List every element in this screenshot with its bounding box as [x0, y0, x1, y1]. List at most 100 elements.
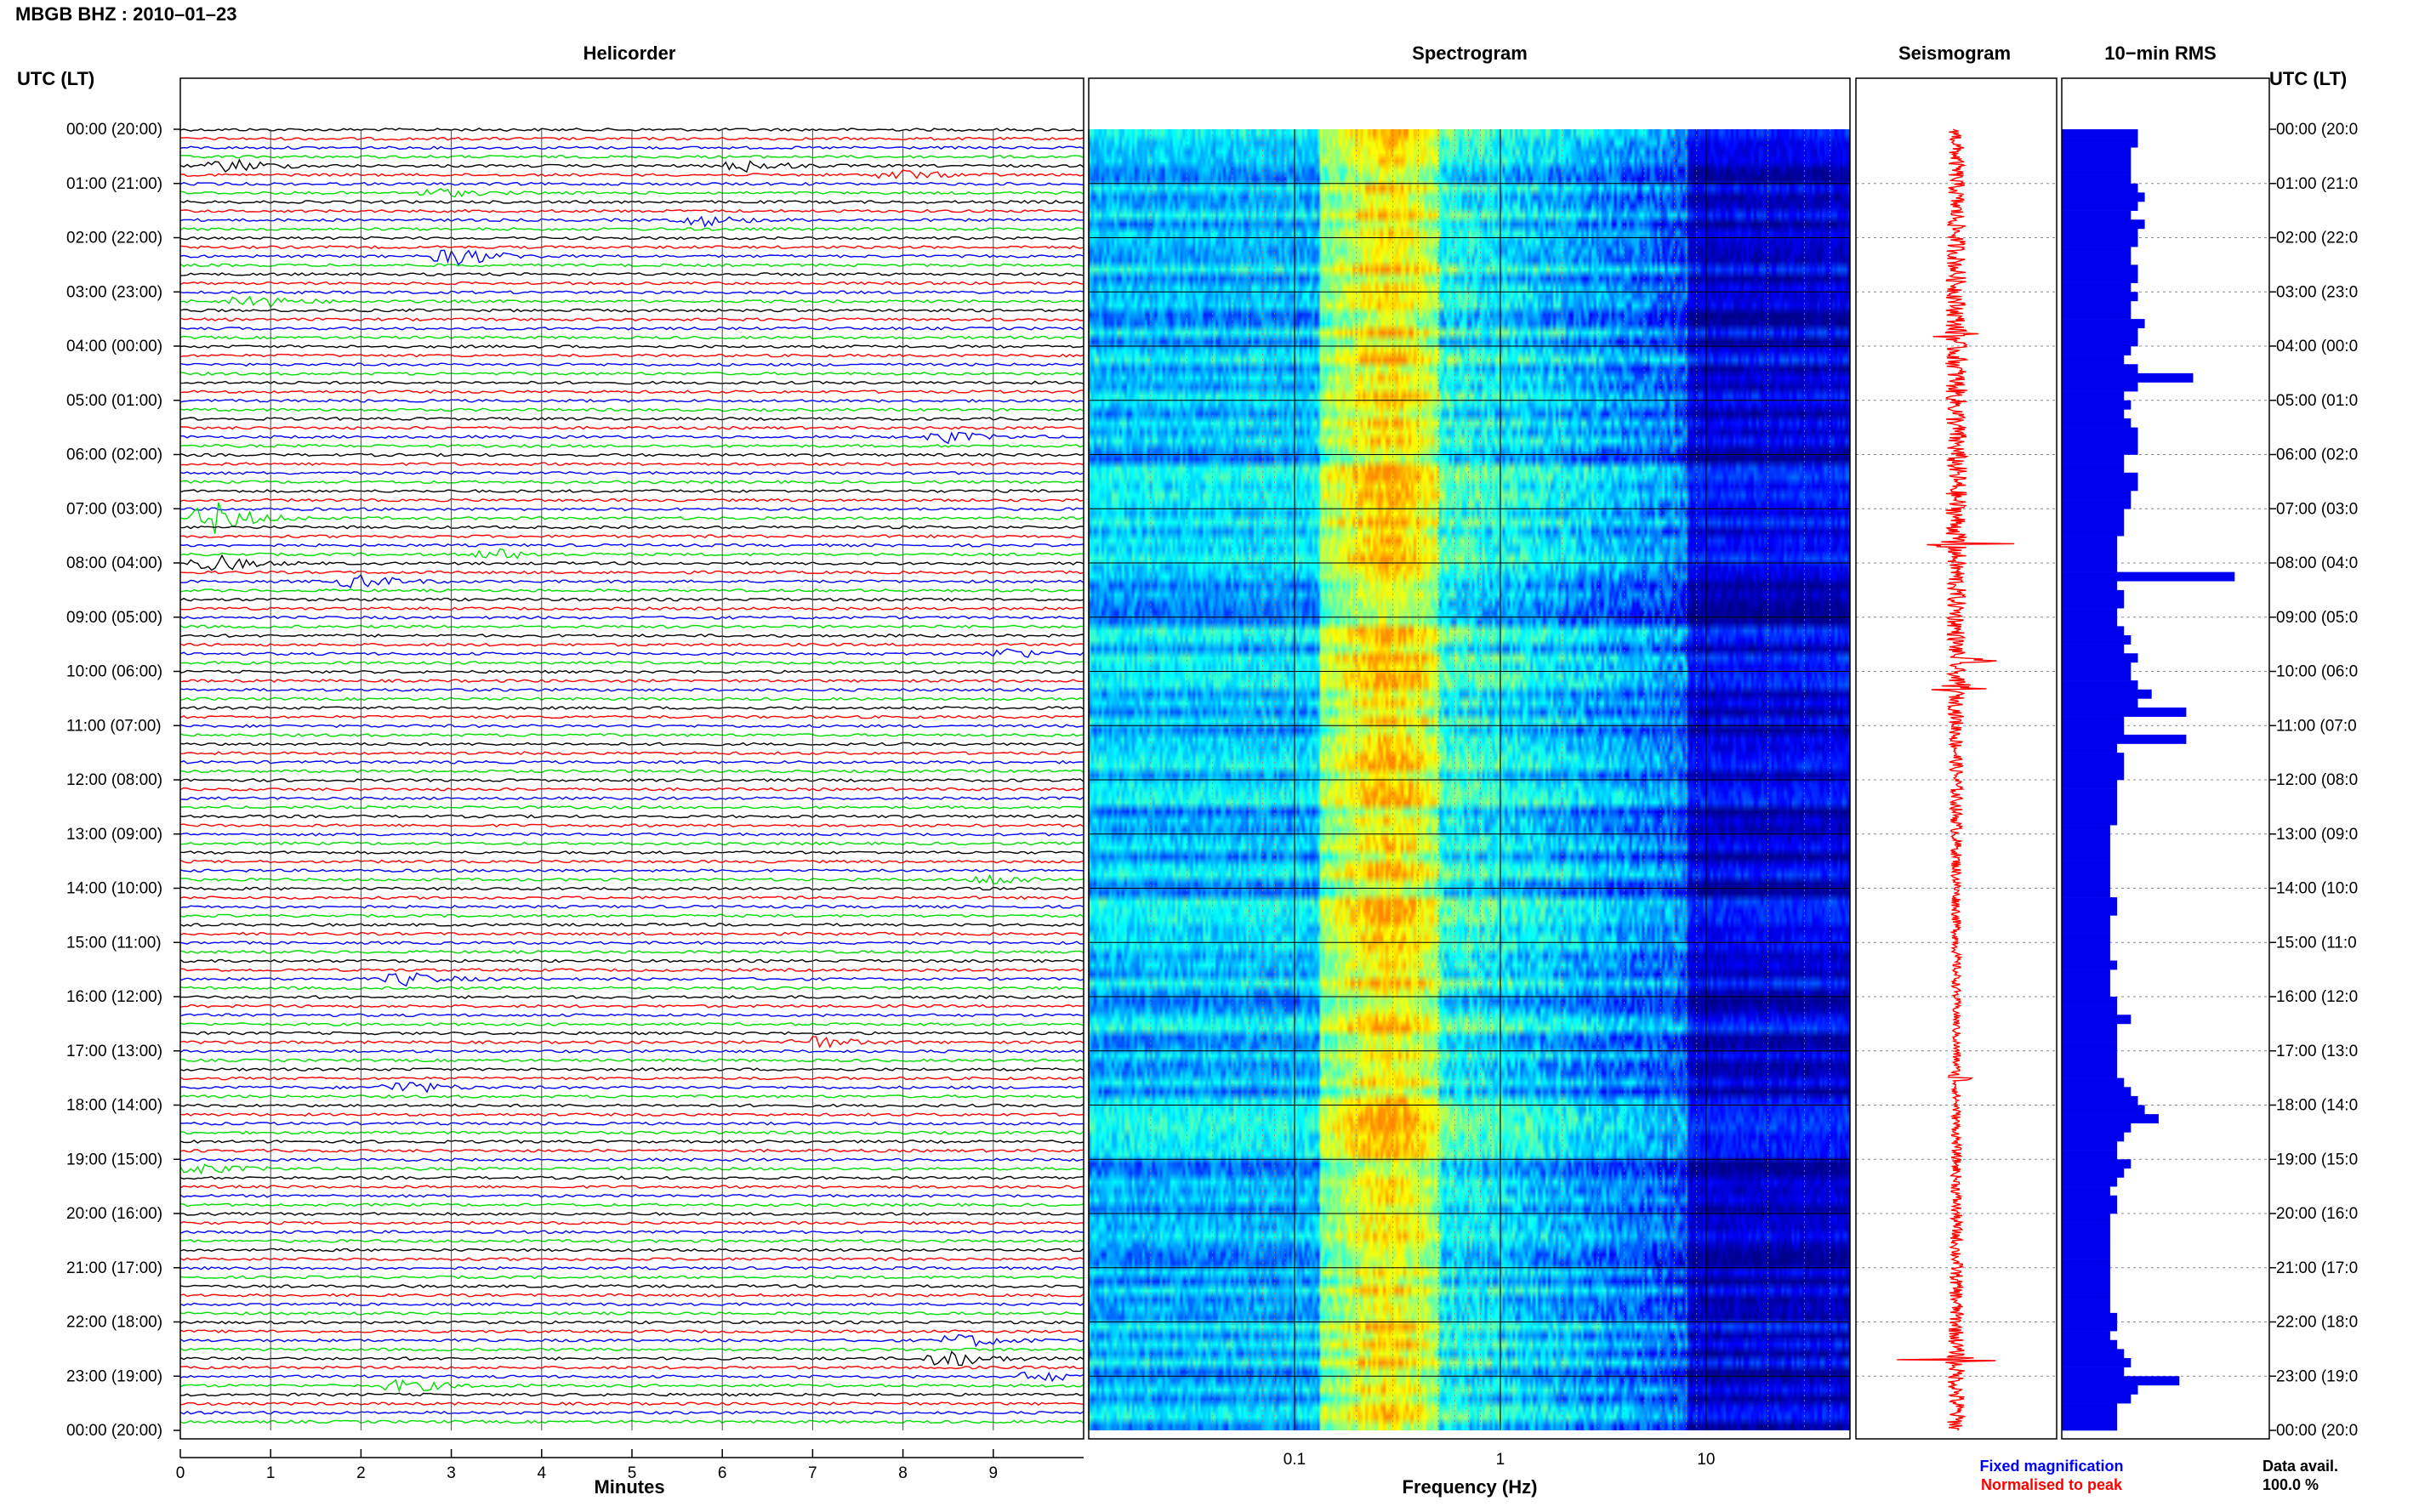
rms-bar	[2062, 1214, 2110, 1223]
time-label-left: 12:00 (08:00)	[66, 771, 162, 789]
panel-frame	[1855, 77, 2058, 1440]
rms-bar	[2062, 1403, 2118, 1413]
rms-bar	[2062, 138, 2138, 148]
time-label-left: 08:00 (04:00)	[66, 554, 162, 572]
rms-bar	[2062, 1322, 2118, 1332]
panel-frames	[179, 77, 2270, 1458]
time-label-right: 20:00 (16:0	[2276, 1205, 2358, 1223]
rms-bar	[2062, 1312, 2118, 1322]
time-label-right: 03:00 (23:0	[2276, 283, 2358, 301]
rms-bar	[2062, 1015, 2132, 1025]
rms-bar	[2062, 635, 2132, 645]
rms-bar	[2062, 319, 2145, 329]
time-label-left: 09:00 (05:00)	[66, 609, 162, 627]
rms-bar	[2062, 300, 2132, 310]
time-labels-right: 00:00 (20:0 01:00 (21:0 02:00 (22:0 03:00 (…	[2269, 121, 2358, 1440]
time-label-left: 11:00 (07:00)	[66, 717, 162, 735]
rms-bar	[2062, 418, 2132, 428]
rms-bar	[2062, 987, 2110, 998]
rms-bar	[2062, 355, 2125, 365]
rms-bar	[2062, 1304, 2110, 1314]
rms-bar	[2062, 1421, 2118, 1431]
time-label-right: 01:00 (21:0	[2276, 175, 2358, 193]
rms-bar	[2062, 274, 2138, 283]
rms-bar	[2062, 878, 2110, 889]
panel-frame	[1088, 77, 1851, 1440]
rms-bar	[2062, 1412, 2118, 1422]
frequency-tick-label: 1	[1496, 1451, 1505, 1469]
rms-bar	[2062, 581, 2118, 591]
rms-bar	[2062, 499, 2132, 509]
rms-bar	[2062, 852, 2110, 861]
data-avail-label: Data avail.	[2262, 1458, 2338, 1475]
time-label-left: 13:00 (09:00)	[66, 826, 162, 844]
time-label-left: 04:00 (00:00)	[66, 338, 162, 355]
rms-bar	[2062, 147, 2132, 157]
minute-tick-label: 8	[898, 1464, 908, 1482]
rms-bar	[2062, 1240, 2110, 1250]
rms-bar	[2062, 1095, 2138, 1106]
time-label-right: 18:00 (14:0	[2276, 1097, 2358, 1115]
x-axis-ticks: 0 1 2 3 4 5 6 7 8 9 0.1 1 10	[176, 1449, 1715, 1482]
frequency-tick-label: 10	[1697, 1451, 1715, 1469]
rms-bar	[2062, 382, 2138, 392]
time-label-right: 17:00 (13:0	[2276, 1043, 2358, 1060]
time-label-right: 13:00 (09:0	[2276, 826, 2358, 844]
rms-bar	[2062, 1105, 2145, 1115]
rms-bar	[2062, 1168, 2125, 1178]
legend-normalised-to-peak: Normalised to peak	[1981, 1476, 2123, 1493]
rms-bar	[2062, 391, 2125, 401]
time-label-left: 02:00 (22:00)	[66, 230, 162, 247]
rms-bar	[2062, 1376, 2180, 1386]
rms-bar	[2062, 788, 2118, 799]
rms-bar	[2062, 1069, 2118, 1078]
time-label-right: 00:00 (20:0	[2276, 1422, 2358, 1440]
rms-bar	[2062, 1249, 2110, 1259]
seismogram-title: Seismogram	[1898, 43, 2011, 64]
rms-bar	[2062, 210, 2132, 220]
time-label-right: 15:00 (11:0	[2276, 934, 2357, 952]
rms-bar	[2062, 247, 2132, 257]
rms-bar	[2062, 255, 2132, 265]
rms-bar	[2062, 454, 2125, 464]
rms-bar	[2062, 806, 2118, 816]
rms-panel	[2062, 129, 2269, 1431]
minute-tick-label: 9	[989, 1464, 999, 1482]
time-label-left: 03:00 (23:00)	[66, 283, 162, 301]
time-label-left: 16:00 (12:00)	[66, 988, 162, 1006]
minute-tick-label: 5	[628, 1464, 637, 1482]
minute-tick-label: 1	[266, 1464, 276, 1482]
rms-bar	[2062, 933, 2110, 943]
rms-bar	[2062, 327, 2138, 338]
rms-bar	[2062, 924, 2110, 934]
time-label-left: 22:00 (18:00)	[66, 1314, 162, 1332]
rms-bar	[2062, 671, 2132, 681]
rms-bar	[2062, 491, 2132, 500]
rms-bar	[2062, 237, 2138, 247]
rms-bar	[2062, 644, 2125, 654]
rms-bar	[2062, 1339, 2118, 1350]
minute-tick-label: 2	[356, 1464, 366, 1482]
rms-bar	[2062, 743, 2118, 753]
rms-bar	[2062, 897, 2118, 907]
minute-tick-label: 0	[176, 1464, 185, 1482]
rms-bar	[2062, 1023, 2118, 1033]
rms-bar	[2062, 563, 2118, 572]
rms-bar	[2062, 1349, 2125, 1359]
rms-bar	[2062, 544, 2118, 554]
frequency-tick-label: 0.1	[1283, 1451, 1306, 1469]
rms-bar	[2062, 599, 2125, 609]
time-label-left: 06:00 (02:00)	[66, 446, 162, 464]
time-label-left: 05:00 (01:00)	[66, 392, 162, 410]
time-label-right: 12:00 (08:0	[2276, 771, 2358, 789]
rms-bar	[2062, 780, 2118, 789]
rms-bar	[2062, 798, 2118, 808]
time-label-right: 00:00 (20:0	[2276, 121, 2358, 139]
rms-bar	[2062, 1087, 2132, 1097]
rms-bar	[2062, 571, 2235, 582]
time-label-left: 17:00 (13:00)	[66, 1043, 162, 1060]
rms-bar	[2062, 202, 2138, 211]
rms-bar	[2062, 825, 2110, 835]
time-label-right: 11:00 (07:0	[2276, 717, 2357, 735]
